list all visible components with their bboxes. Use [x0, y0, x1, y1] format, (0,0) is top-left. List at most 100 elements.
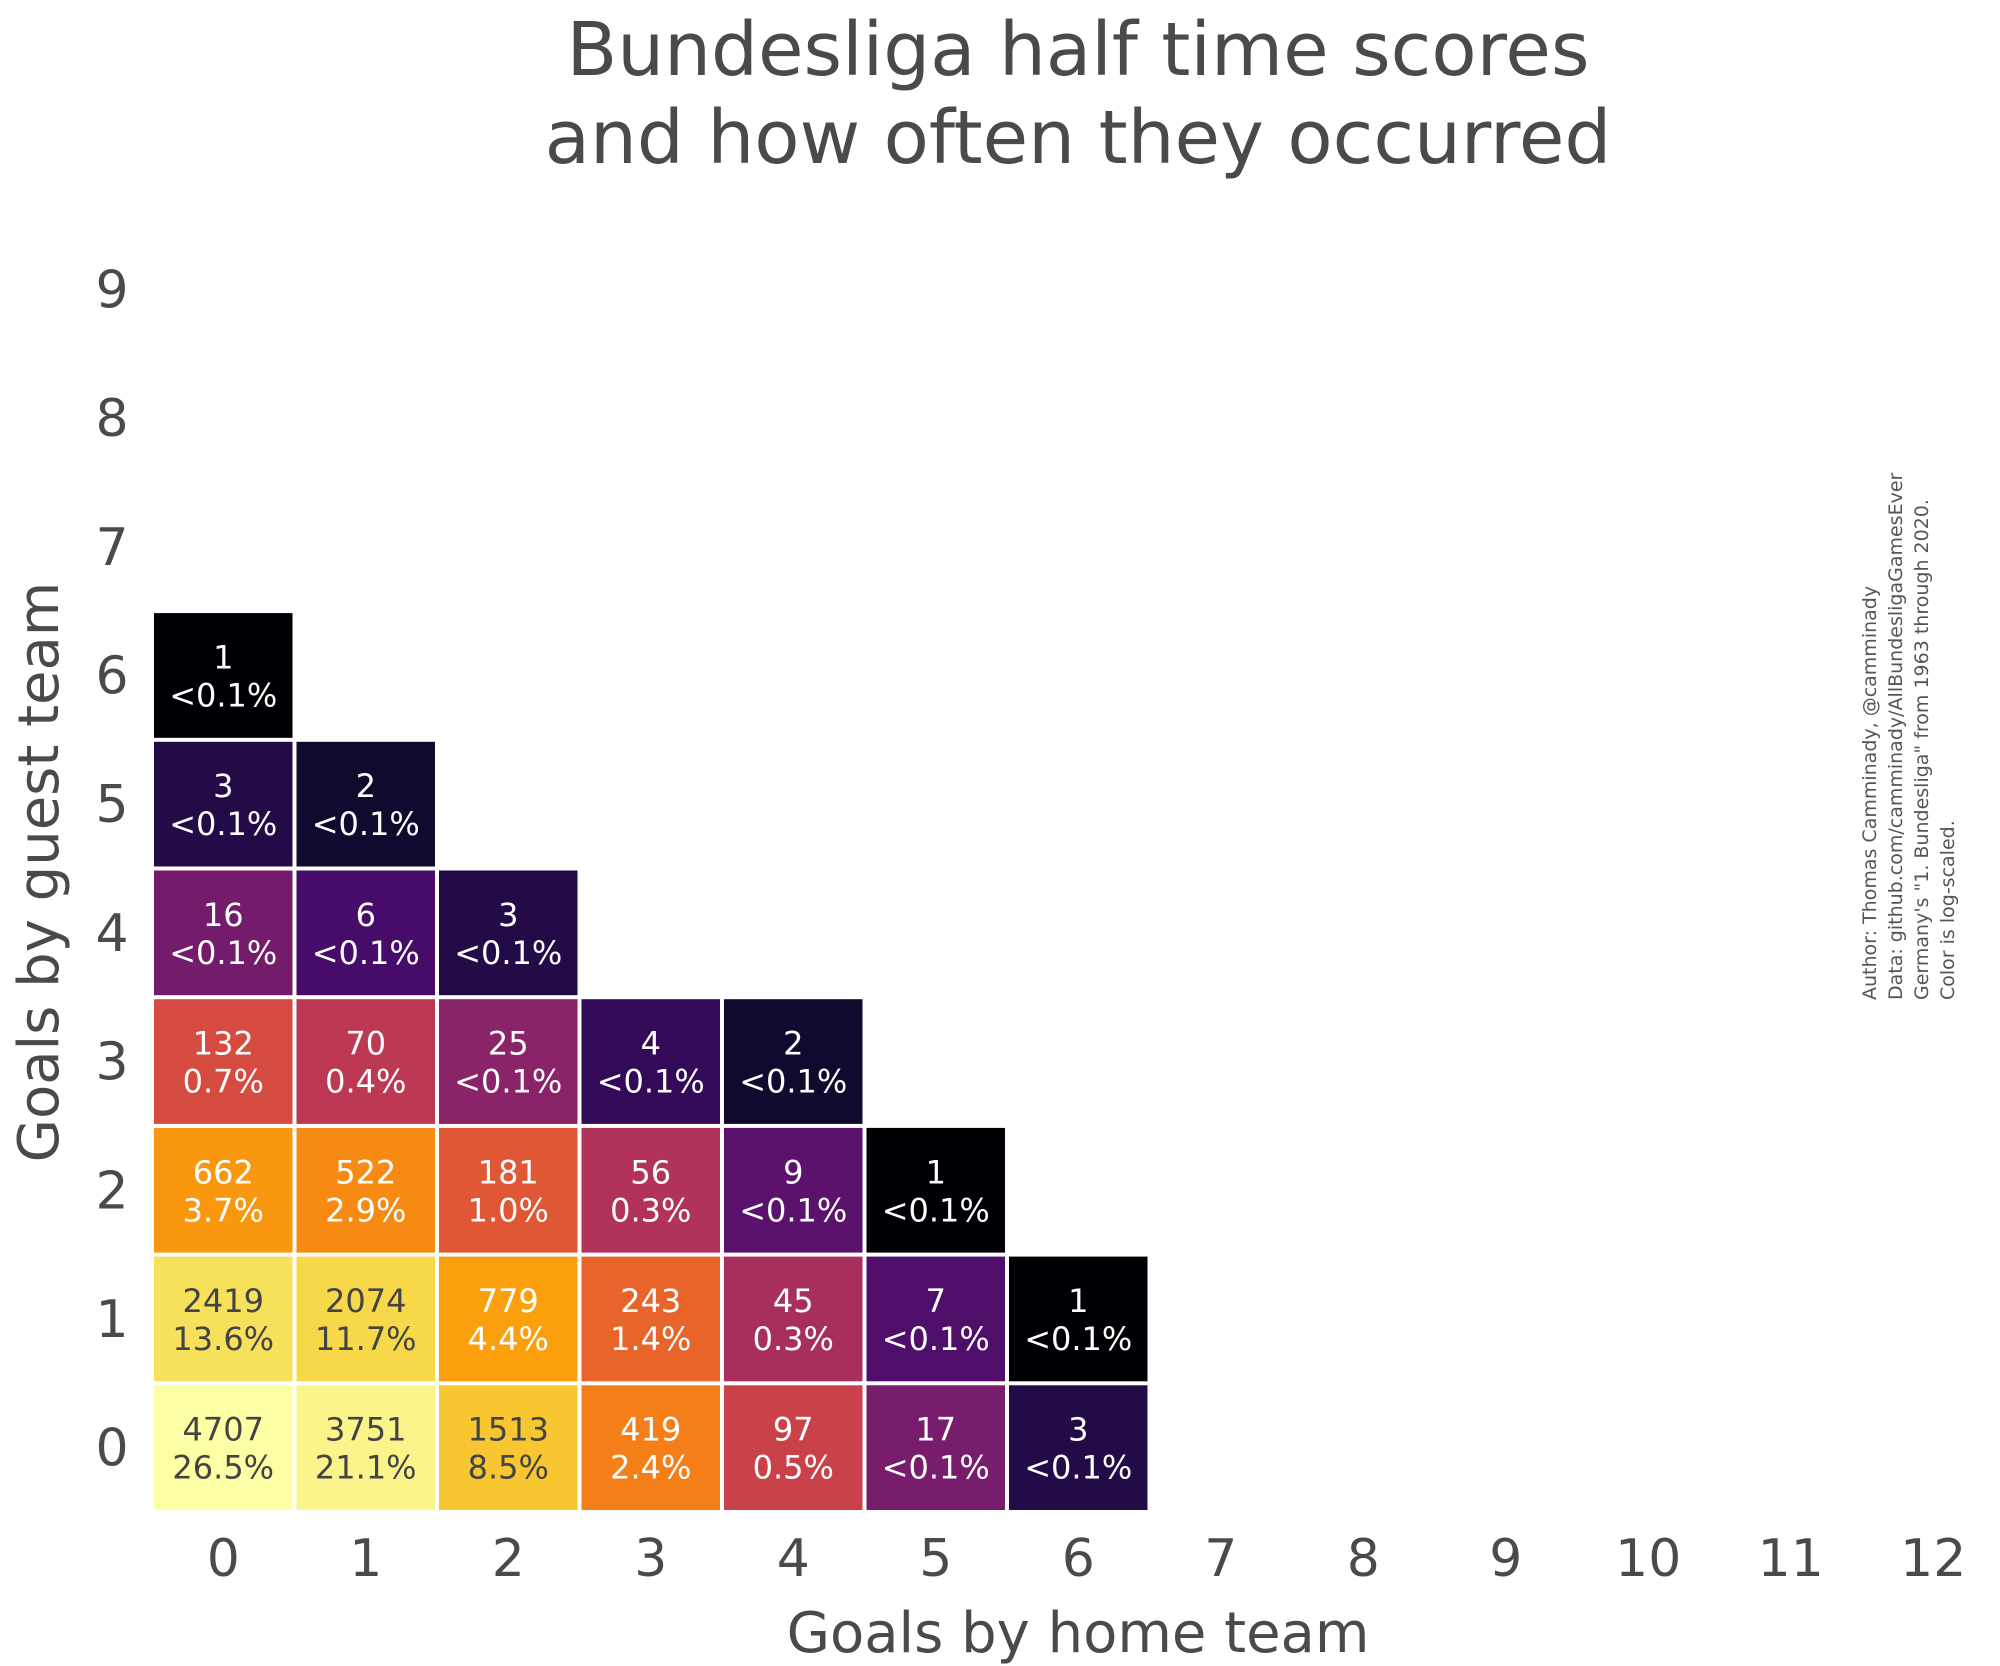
chart-title-line-1: Bundesliga half time scores	[566, 7, 1589, 93]
cell-percent-label: <0.1%	[169, 934, 277, 972]
heatmap-cell-rect	[154, 1385, 293, 1510]
cell-count-label: 1	[926, 1153, 946, 1191]
heatmap-cell-rect	[439, 1385, 578, 1510]
y-tick-label: 3	[95, 1033, 128, 1093]
cell-percent-label: <0.1%	[169, 805, 277, 843]
heatmap-cell: 1<0.1%	[154, 613, 293, 738]
cell-percent-label: 8.5%	[468, 1449, 549, 1487]
cell-count-label: 1	[213, 638, 233, 676]
x-tick-label: 10	[1615, 1529, 1681, 1589]
y-tick-label: 2	[95, 1161, 128, 1221]
cell-percent-label: <0.1%	[1024, 1320, 1132, 1358]
cell-count-label: 2419	[183, 1282, 264, 1320]
cell-count-label: 419	[620, 1411, 681, 1449]
x-axis-ticks: 0 1 2 3 4 5 6 7 8 9 10 11 12	[207, 1529, 1967, 1589]
x-tick-label: 7	[1204, 1529, 1237, 1589]
cell-count-label: 2	[356, 767, 376, 805]
heatmap-cell: 16<0.1%	[154, 870, 293, 996]
cell-count-label: 7	[926, 1282, 946, 1320]
heatmap-cell: 7<0.1%	[866, 1256, 1005, 1382]
cell-percent-label: 11.7%	[315, 1320, 417, 1358]
cell-percent-label: 0.3%	[610, 1191, 691, 1229]
heatmap-cell: 450.3%	[724, 1256, 863, 1382]
heatmap-cell: 25<0.1%	[439, 999, 578, 1124]
x-tick-label: 5	[919, 1529, 952, 1589]
cell-percent-label: 2.9%	[325, 1191, 406, 1229]
cell-percent-label: <0.1%	[312, 805, 420, 843]
cell-percent-label: <0.1%	[882, 1320, 990, 1358]
cell-percent-label: 0.3%	[753, 1320, 834, 1358]
cell-count-label: 17	[915, 1411, 956, 1449]
cell-count-label: 1	[1068, 1282, 1088, 1320]
heatmap-cell: 2<0.1%	[724, 999, 863, 1124]
cell-count-label: 3	[1068, 1411, 1088, 1449]
heatmap-cell-rect	[296, 999, 435, 1124]
cell-count-label: 4707	[183, 1411, 264, 1449]
heatmap-cell-rect	[724, 1127, 863, 1253]
y-tick-label: 4	[95, 904, 128, 964]
cell-percent-label: <0.1%	[454, 934, 562, 972]
heatmap-cell: 3<0.1%	[154, 741, 293, 867]
x-tick-label: 1	[349, 1529, 382, 1589]
heatmap-cell-rect	[581, 1256, 720, 1382]
heatmap-cell-rect	[581, 999, 720, 1124]
author-note-line-1: Author: Thomas Camminady, @camminady	[1859, 586, 1881, 1000]
cell-percent-label: <0.1%	[739, 1191, 847, 1229]
cell-percent-label: 13.6%	[172, 1320, 274, 1358]
cell-count-label: 1513	[468, 1411, 549, 1449]
heatmap-cell-rect	[154, 741, 293, 867]
cell-count-label: 9	[783, 1153, 803, 1191]
x-tick-label: 6	[1062, 1529, 1095, 1589]
heatmap-cell: 2<0.1%	[296, 741, 435, 867]
heatmap-cell-rect	[154, 1256, 293, 1382]
heatmap-cell-rect	[296, 1385, 435, 1510]
heatmap-cell: 970.5%	[724, 1385, 863, 1510]
heatmap-cell-rect	[581, 1385, 720, 1510]
cell-percent-label: <0.1%	[1024, 1449, 1132, 1487]
cell-percent-label: <0.1%	[882, 1449, 990, 1487]
cell-count-label: 6	[356, 896, 376, 934]
heatmap-cell-rect	[724, 1256, 863, 1382]
cell-percent-label: 0.5%	[753, 1449, 834, 1487]
cell-count-label: 56	[630, 1153, 671, 1191]
cell-count-label: 4	[641, 1025, 661, 1063]
cell-count-label: 97	[773, 1411, 814, 1449]
heatmap-cell-rect	[296, 870, 435, 996]
x-tick-label: 2	[492, 1529, 525, 1589]
y-axis-label: Goals by guest team	[7, 582, 72, 1163]
heatmap-cell-rect	[581, 1127, 720, 1253]
cell-percent-label: 0.4%	[325, 1063, 406, 1101]
heatmap-cell: 1<0.1%	[866, 1127, 1005, 1253]
cell-percent-label: 21.1%	[315, 1449, 417, 1487]
x-tick-label: 8	[1347, 1529, 1380, 1589]
y-tick-label: 8	[95, 389, 128, 449]
cell-count-label: 243	[620, 1282, 681, 1320]
heatmap-cell: 3<0.1%	[439, 870, 578, 996]
heatmap-cell-rect	[154, 1127, 293, 1253]
y-tick-label: 0	[95, 1419, 128, 1479]
heatmap-cell-rect	[154, 613, 293, 738]
y-tick-label: 7	[95, 518, 128, 578]
cell-percent-label: 3.7%	[183, 1191, 264, 1229]
cell-count-label: 45	[773, 1282, 814, 1320]
heatmap-cell: 560.3%	[581, 1127, 720, 1253]
heatmap-cell: 6<0.1%	[296, 870, 435, 996]
author-note-line-2: Data: github.com/camminady/AllBundesliga…	[1885, 472, 1907, 1000]
y-tick-label: 5	[95, 775, 128, 835]
heatmap-cell: 9<0.1%	[724, 1127, 863, 1253]
heatmap-cell-rect	[866, 1256, 1005, 1382]
cell-count-label: 181	[478, 1153, 539, 1191]
heatmap-cell-rect	[439, 1127, 578, 1253]
x-tick-label: 0	[207, 1529, 240, 1589]
cell-count-label: 662	[193, 1153, 254, 1191]
cell-count-label: 16	[203, 896, 244, 934]
heatmap-cell-rect	[439, 1256, 578, 1382]
